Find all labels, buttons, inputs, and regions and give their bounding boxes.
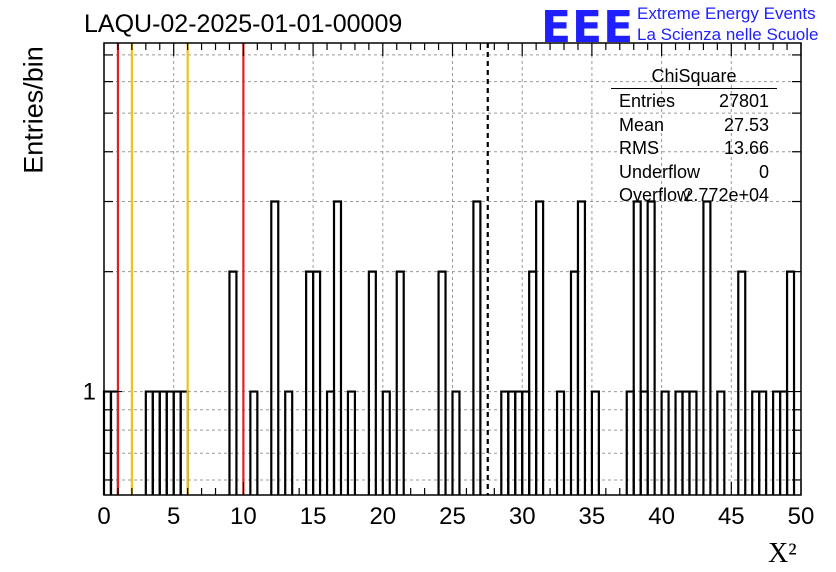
histogram-bin — [332, 200, 343, 495]
org-name-line1: Extreme Energy Events — [637, 4, 816, 23]
stats-label: Overflow — [619, 185, 691, 205]
histogram-bin — [555, 390, 566, 495]
stats-label: RMS — [619, 138, 659, 158]
histogram-bin — [367, 270, 377, 495]
histogram-bin — [381, 390, 391, 495]
histogram-bin — [688, 390, 698, 495]
x-tick-label: 45 — [718, 503, 745, 530]
histogram-bin — [646, 200, 656, 495]
histogram-bin — [270, 200, 280, 495]
histogram-bin — [576, 200, 587, 495]
histogram-bin — [472, 200, 482, 495]
histogram-bin — [451, 390, 461, 495]
stats-row-overflow: Overflow 2.772e+04 — [611, 185, 777, 209]
histogram-bin — [346, 390, 357, 495]
eee-logo: EEE — [541, 2, 635, 53]
histogram-bin — [716, 390, 726, 495]
histogram-bin — [660, 390, 670, 495]
stats-label: Entries — [619, 91, 676, 111]
y-tick-label: 1 — [83, 379, 96, 406]
x-tick-label: 30 — [509, 503, 536, 530]
stats-value: 0 — [758, 161, 769, 182]
org-name-line2: La Scienza nelle Scuole — [637, 25, 819, 44]
histogram-bin — [284, 390, 294, 495]
stats-label: Underflow — [619, 161, 701, 182]
histogram-bin — [535, 200, 545, 495]
y-axis-label: Entries/bin — [18, 46, 49, 174]
histogram-bin — [702, 200, 712, 495]
histogram-bin — [737, 270, 747, 495]
x-axis-label: X² — [768, 538, 797, 569]
histogram-bin — [312, 270, 322, 495]
stats-row-entries: Entries 27801 — [611, 91, 777, 115]
stats-value: 13.66 — [723, 138, 769, 158]
stats-box: ChiSquare Entries 27801 Mean 27.53 RMS 1… — [611, 66, 777, 209]
histogram-bin — [758, 390, 768, 495]
x-tick-label: 15 — [300, 503, 327, 530]
stats-label: Mean — [619, 114, 665, 135]
histogram-bin — [437, 270, 447, 495]
chart-title: LAQU-02-2025-01-01-00009 — [84, 10, 403, 38]
histogram-bin — [785, 270, 796, 495]
x-tick-label: 5 — [167, 503, 180, 530]
stats-box-title: ChiSquare — [611, 66, 777, 89]
x-tick-label: 0 — [97, 503, 110, 530]
histogram-bin — [395, 270, 405, 495]
x-tick-label: 40 — [648, 503, 675, 530]
stats-value: 27801 — [718, 91, 769, 111]
x-tick-label: 10 — [230, 503, 257, 530]
histogram-bin — [590, 390, 600, 495]
x-tick-label: 35 — [579, 503, 606, 530]
stats-row-underflow: Underflow 0 — [611, 162, 777, 186]
histogram-bin — [228, 270, 238, 495]
x-tick-label: 25 — [439, 503, 466, 530]
stats-value: 27.53 — [723, 114, 769, 135]
histogram-bin — [632, 200, 642, 495]
histogram-bin — [249, 390, 259, 495]
x-tick-label: 50 — [788, 503, 815, 530]
stats-row-rms: RMS 13.66 — [611, 138, 777, 162]
stats-row-mean: Mean 27.53 — [611, 115, 777, 139]
stats-value: 2.772e+04 — [683, 185, 769, 205]
x-tick-label: 20 — [369, 503, 396, 530]
